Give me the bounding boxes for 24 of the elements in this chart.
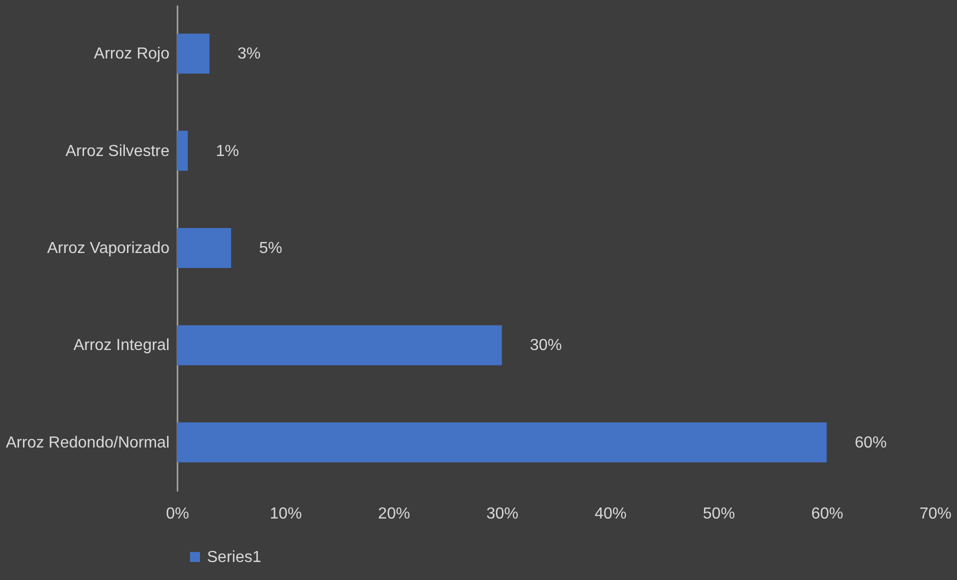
x-tick-label: 70% <box>919 506 952 522</box>
legend-label: Series1 <box>207 549 262 566</box>
y-tick-label: Arroz Redondo/Normal <box>6 434 170 452</box>
bar <box>177 130 188 171</box>
x-tick-label: 10% <box>270 506 302 522</box>
data-label: 60% <box>854 434 887 452</box>
y-tick-label: Arroz Integral <box>73 337 170 354</box>
bar <box>177 228 232 268</box>
data-label: 1% <box>216 142 239 160</box>
data-label: 3% <box>237 46 261 63</box>
x-tick-label: 50% <box>702 506 735 522</box>
y-tick-label: Arroz Vaporizado <box>47 240 170 257</box>
data-label: 5% <box>259 240 282 257</box>
bar <box>177 34 210 74</box>
data-label: 30% <box>530 337 562 354</box>
x-tick-label: 0% <box>166 506 190 522</box>
bar <box>177 422 827 462</box>
y-tick-label: Arroz Rojo <box>94 46 170 63</box>
x-tick-label: 60% <box>811 506 844 522</box>
y-tick-label: Arroz Silvestre <box>65 142 170 160</box>
x-tick-label: 40% <box>594 506 627 522</box>
x-tick-label: 20% <box>378 506 410 522</box>
bar <box>177 325 502 366</box>
x-tick-label: 30% <box>486 506 518 522</box>
